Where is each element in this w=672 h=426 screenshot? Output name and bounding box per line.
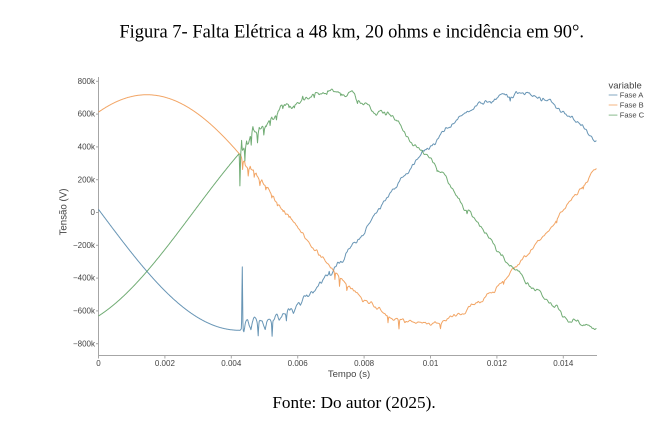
svg-text:0.014: 0.014 (553, 359, 574, 368)
svg-text:Fonte: Do autor (2025).: Fonte: Do autor (2025). (272, 393, 435, 412)
svg-text:0.012: 0.012 (487, 359, 508, 368)
svg-text:0.006: 0.006 (288, 359, 309, 368)
svg-text:Figura 7- Falta Elétrica a 48: Figura 7- Falta Elétrica a 48 km, 20 ohm… (119, 22, 584, 42)
svg-text:600k: 600k (78, 110, 96, 119)
svg-text:−400k: −400k (73, 274, 96, 283)
svg-text:−200k: −200k (73, 241, 96, 250)
svg-text:−600k: −600k (73, 307, 96, 316)
svg-text:200k: 200k (78, 175, 96, 184)
svg-text:Fase C: Fase C (620, 111, 645, 120)
svg-text:800k: 800k (78, 77, 96, 86)
svg-text:0.002: 0.002 (155, 359, 176, 368)
svg-text:0.01: 0.01 (423, 359, 439, 368)
svg-text:−800k: −800k (73, 339, 96, 348)
svg-text:variable: variable (609, 81, 642, 92)
svg-text:400k: 400k (78, 143, 96, 152)
svg-text:Tensão (V): Tensão (V) (59, 189, 70, 236)
svg-text:0.004: 0.004 (221, 359, 242, 368)
svg-text:0.008: 0.008 (354, 359, 375, 368)
svg-text:Tempo (s): Tempo (s) (328, 369, 370, 380)
svg-text:0: 0 (96, 359, 101, 368)
svg-text:Fase A: Fase A (620, 91, 645, 100)
svg-text:Fase B: Fase B (620, 101, 644, 110)
svg-text:0: 0 (91, 208, 96, 217)
